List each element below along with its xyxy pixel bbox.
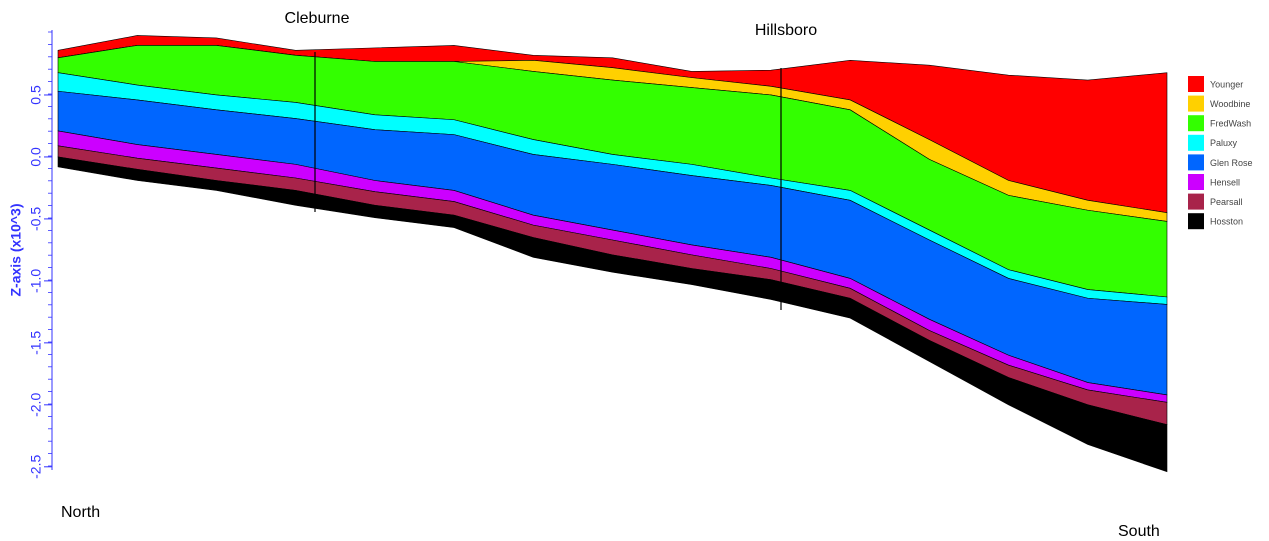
y-tick-label: -2.5	[28, 455, 44, 479]
legend-label: Hensell	[1210, 177, 1240, 187]
y-tick-label: 0.5	[28, 85, 44, 105]
legend-swatch	[1188, 76, 1204, 92]
well-label: Hillsboro	[755, 22, 817, 39]
direction-label: North	[61, 504, 100, 521]
legend-swatch	[1188, 193, 1204, 210]
legend-swatch	[1188, 174, 1204, 190]
direction-label: South	[1118, 523, 1160, 540]
legend-label: Woodbine	[1210, 99, 1250, 109]
y-axis-label: Z-axis (x10^3)	[8, 204, 24, 297]
legend-label: FredWash	[1210, 119, 1251, 129]
legend-label: Pearsall	[1210, 197, 1243, 207]
layer	[57, 156, 1168, 473]
legend-swatch	[1188, 134, 1204, 151]
legend-swatch	[1188, 154, 1204, 171]
legend-swatch	[1188, 115, 1204, 132]
y-tick-label: 0.0	[28, 147, 44, 167]
y-tick-label: -1.0	[28, 269, 44, 293]
y-tick-label: -0.5	[28, 207, 44, 231]
legend-label: Hosston	[1210, 217, 1243, 227]
y-tick-label: -2.0	[28, 393, 44, 417]
y-tick-label: -1.5	[28, 331, 44, 355]
legend-swatch	[1188, 95, 1204, 112]
legend-swatch	[1188, 213, 1204, 230]
legend-label: Paluxy	[1210, 138, 1238, 148]
legend-label: Glen Rose	[1210, 158, 1253, 168]
legend-label: Younger	[1210, 79, 1243, 89]
layers	[57, 35, 1168, 473]
well-label: Cleburne	[285, 10, 350, 27]
